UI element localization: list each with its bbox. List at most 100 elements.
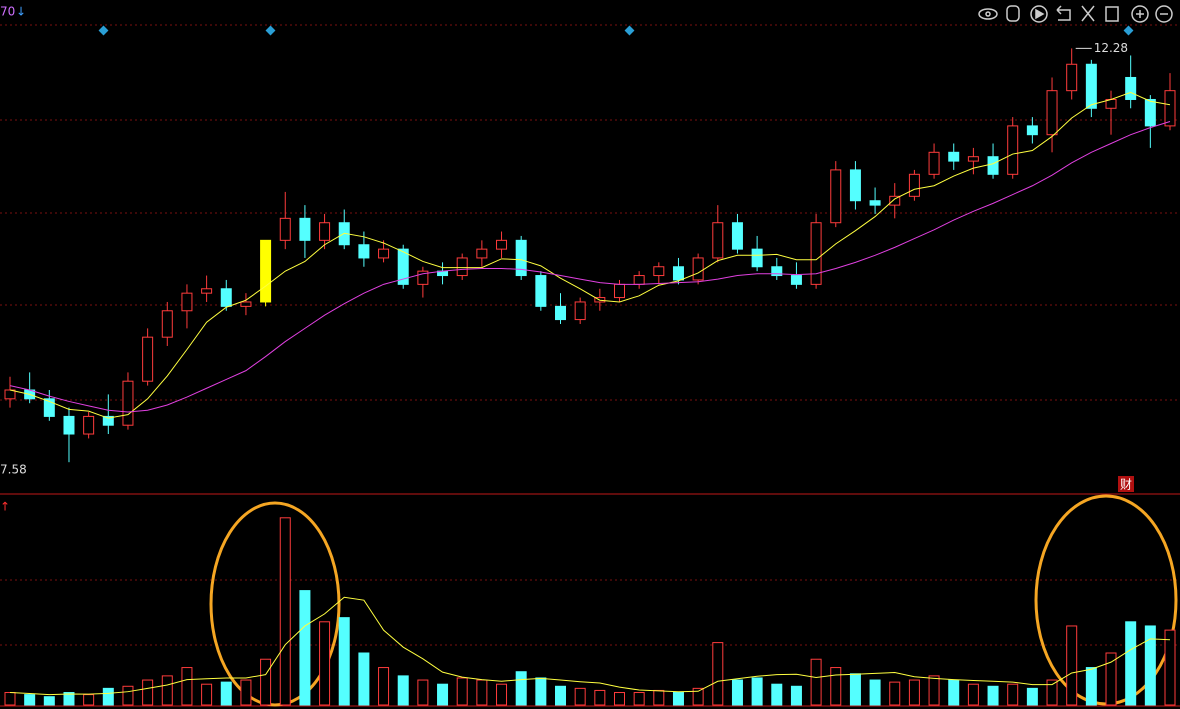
candle-body (889, 195, 901, 206)
volume-bar (260, 658, 272, 706)
candle-body (672, 266, 684, 281)
candle-body (299, 217, 311, 241)
candle-body (712, 222, 724, 259)
volume-bar (574, 687, 586, 706)
candle-body (83, 415, 95, 435)
volume-bar (456, 677, 468, 706)
volume-bar (378, 667, 390, 706)
min-label: 7.58 (0, 463, 27, 477)
volume-bar (299, 590, 311, 706)
candle-body (948, 151, 960, 162)
ma-line (9, 91, 1171, 419)
volume-bar (731, 679, 743, 706)
candle-body (201, 288, 213, 294)
candle-body (102, 415, 114, 426)
volume-bar (515, 671, 527, 706)
badge-box (1118, 476, 1134, 492)
candle-body (1007, 125, 1019, 175)
candle-body (63, 415, 75, 435)
volume-bar (4, 692, 16, 706)
candle-body (515, 239, 527, 277)
volume-bar (1164, 629, 1176, 706)
candle-body (1066, 63, 1078, 92)
candle-body (220, 288, 232, 307)
candle-body (751, 248, 763, 268)
volume-bar (653, 689, 665, 706)
volume-bar (358, 652, 370, 706)
event-markers (98, 25, 1134, 36)
candle-body (790, 275, 802, 285)
toolbar[interactable] (978, 5, 1173, 23)
volume-bar (712, 642, 724, 706)
volume-bar (476, 679, 488, 706)
volume-bar (1066, 625, 1078, 706)
volume-bar (1007, 683, 1019, 706)
candle-body (358, 244, 370, 259)
volume-bar (1085, 667, 1097, 706)
candle-body (555, 305, 567, 321)
candle-body (731, 222, 743, 250)
candle-body (613, 283, 625, 299)
volume-bar (161, 675, 173, 706)
volume-bar (24, 694, 36, 706)
candle-body (908, 173, 920, 197)
candle-body (319, 222, 331, 241)
max-label: 12.28 (1094, 41, 1128, 55)
candle-body (574, 301, 586, 321)
corner-arrow: ↑ (0, 500, 10, 514)
candle-body (181, 292, 193, 312)
volume-bar (338, 617, 350, 706)
volume-bar (692, 687, 704, 706)
volume-bar (613, 692, 625, 706)
candle-body (122, 380, 134, 426)
candle-body (1164, 90, 1176, 127)
volume-bar (987, 685, 999, 706)
candle-body (496, 239, 508, 250)
candle-body (987, 156, 999, 175)
corner-label: 70 (0, 5, 15, 19)
volume-bar (1105, 652, 1117, 706)
volume-bar (63, 692, 75, 706)
candle-body (692, 257, 704, 281)
candle-body (771, 266, 783, 277)
candle-body (653, 266, 665, 277)
volume-bar (1046, 679, 1058, 706)
volume-bar (555, 685, 567, 706)
volume-bar (869, 679, 881, 706)
candle-body (43, 398, 55, 417)
volume-bar (220, 681, 232, 706)
candle-body (417, 270, 429, 285)
volume-bar (672, 692, 684, 706)
volume-bar (751, 677, 763, 706)
volume-bar (181, 667, 193, 706)
highlight-circles (209, 494, 1178, 707)
volume-bar (122, 685, 134, 706)
candle-body (279, 217, 291, 241)
volume-bar (201, 683, 213, 706)
volume-bar (1125, 621, 1137, 706)
volume-bar (830, 667, 842, 706)
volume-bar (437, 683, 449, 706)
volume-bar (496, 683, 508, 706)
candle-body (1144, 98, 1156, 127)
volume-bar (83, 694, 95, 706)
candle-body (830, 169, 842, 224)
candle-body (397, 248, 409, 285)
volume-bar (102, 687, 114, 706)
corner-arrow: ↓ (16, 5, 26, 19)
candle-body (456, 257, 468, 277)
volume-bar (1026, 687, 1038, 706)
grid (0, 24, 1180, 646)
candle-body (476, 248, 488, 259)
badge: 财 (1120, 478, 1132, 492)
volume-bar (417, 679, 429, 706)
candle-body (142, 336, 154, 382)
volume-bar (771, 683, 783, 706)
candle-body (260, 239, 272, 303)
ma-line (9, 121, 1171, 413)
volume-bar (810, 658, 822, 706)
ma-line (9, 596, 1171, 696)
candle-body (849, 169, 861, 202)
